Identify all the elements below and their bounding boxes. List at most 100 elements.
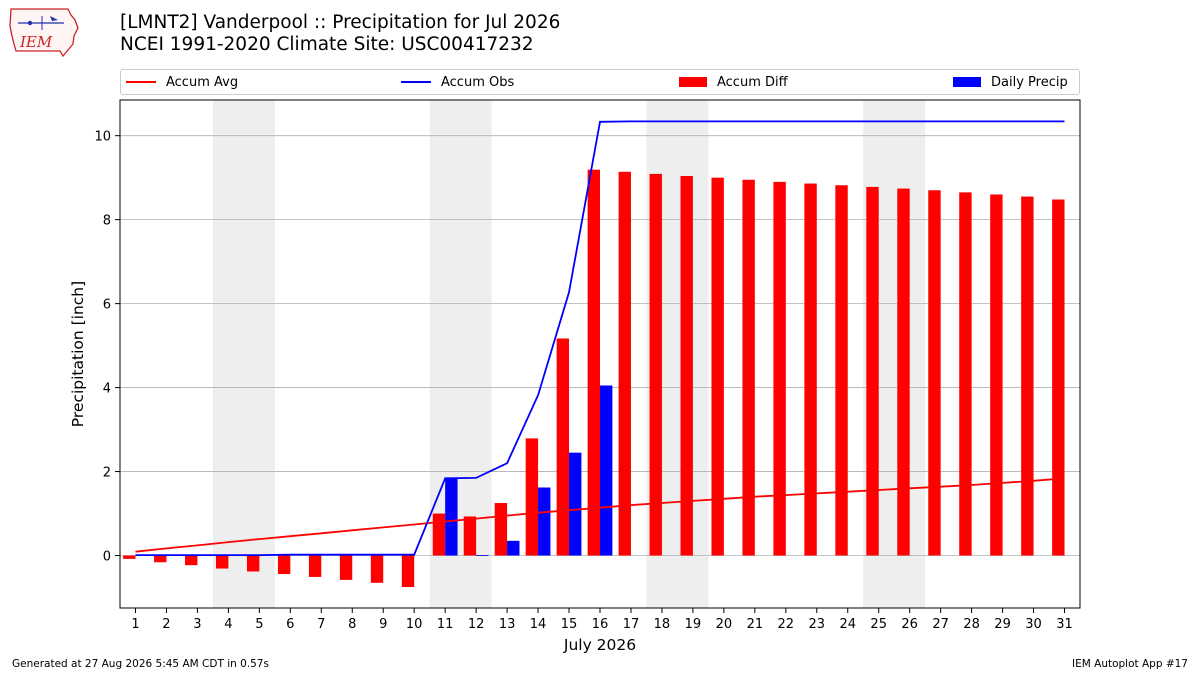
x-tick-label-16: 16 — [592, 617, 609, 632]
title-line-2: NCEI 1991-2020 Climate Site: USC00417232 — [120, 34, 534, 55]
accum-diff-bar-day-30 — [1021, 196, 1034, 556]
x-tick-label-30: 30 — [1025, 617, 1042, 632]
x-tick-label-22: 22 — [778, 617, 795, 632]
y-axis-label: Precipitation [inch] — [69, 281, 87, 427]
accum-diff-bar-day-10 — [401, 555, 415, 588]
accum-diff-bar-day-20 — [711, 177, 724, 556]
accum-diff-bar-day-5 — [246, 555, 260, 572]
accum-diff-bar-day-25 — [866, 186, 879, 556]
x-tick-label-27: 27 — [932, 617, 949, 632]
x-tick-label-26: 26 — [901, 617, 918, 632]
legend-label-daily-precip: Daily Precip — [991, 74, 1068, 90]
accum-diff-bar-day-27 — [928, 190, 941, 556]
x-tick-label-19: 19 — [685, 617, 702, 632]
accum-diff-bar-day-29 — [990, 194, 1003, 556]
accum-diff-bar-day-11 — [432, 513, 446, 556]
legend-label-accum-avg: Accum Avg — [166, 74, 239, 90]
accum-diff-bar-day-13 — [494, 503, 508, 556]
legend-patch-red-icon — [679, 77, 707, 87]
x-tick-label-5: 5 — [255, 617, 263, 632]
daily-precip-bar-day-13 — [507, 540, 520, 556]
accum-diff-bar-day-31 — [1052, 199, 1065, 556]
legend-accum-obs: Accum Obs — [401, 70, 514, 94]
chart-legend: Accum Avg Accum Obs Accum Diff Daily Pre… — [120, 69, 1080, 95]
x-tick-label-21: 21 — [747, 617, 764, 632]
daily-precip-bar-day-15 — [569, 452, 582, 556]
weekend-shade-day-5 — [243, 100, 275, 608]
x-tick-label-15: 15 — [561, 617, 578, 632]
x-tick-label-7: 7 — [317, 617, 325, 632]
x-tick-label-18: 18 — [654, 617, 671, 632]
accum-diff-bar-day-1 — [123, 555, 136, 559]
accum-diff-bar-day-6 — [277, 555, 291, 574]
accum-diff-bar-day-18 — [649, 173, 662, 556]
x-tick-label-14: 14 — [530, 617, 547, 632]
daily-precip-bar-day-11 — [445, 478, 458, 556]
accum-diff-bar-day-16 — [587, 169, 600, 556]
x-tick-label-24: 24 — [839, 617, 856, 632]
accum-obs-line — [135, 120, 1065, 556]
accum-diff-bar-day-9 — [370, 555, 384, 583]
accum-diff-bar-day-8 — [339, 555, 353, 580]
accum-diff-bar-day-4 — [216, 555, 229, 569]
y-tick-label-6: 6 — [103, 298, 111, 313]
x-tick-label-6: 6 — [286, 617, 294, 632]
x-tick-label-13: 13 — [499, 617, 516, 632]
y-tick-label-8: 8 — [103, 214, 111, 229]
y-tick-label-2: 2 — [103, 466, 111, 481]
x-tick-label-11: 11 — [437, 617, 454, 632]
accum-diff-bar-day-2 — [154, 555, 167, 563]
legend-accum-avg: Accum Avg — [126, 70, 238, 94]
accum-avg-line — [135, 477, 1065, 553]
daily-precip-bar-day-12 — [476, 555, 489, 556]
accum-diff-bar-day-3 — [185, 555, 198, 566]
legend-patch-blue-icon — [953, 77, 981, 87]
y-tick-label-0: 0 — [103, 550, 111, 565]
x-tick-label-31: 31 — [1056, 617, 1073, 632]
weekend-shade-day-4 — [212, 100, 244, 608]
x-tick-label-2: 2 — [162, 617, 170, 632]
x-tick-label-3: 3 — [193, 617, 201, 632]
accum-diff-bar-day-17 — [618, 171, 631, 556]
x-tick-label-17: 17 — [623, 617, 640, 632]
accum-diff-bar-day-14 — [525, 438, 539, 556]
accum-diff-bar-day-7 — [308, 555, 322, 577]
y-tick-label-4: 4 — [103, 382, 111, 397]
chart-title: [LMNT2] Vanderpool :: Precipitation for … — [120, 12, 560, 56]
accum-diff-bar-day-19 — [680, 175, 693, 556]
legend-daily-precip: Daily Precip — [953, 70, 1068, 94]
title-line-1: [LMNT2] Vanderpool :: Precipitation for … — [120, 12, 561, 33]
logo-text: IEM — [19, 33, 53, 51]
x-tick-label-9: 9 — [379, 617, 387, 632]
legend-line-red-icon — [126, 81, 156, 83]
daily-precip-bar-day-14 — [538, 487, 551, 556]
legend-line-blue-icon — [401, 81, 431, 83]
legend-accum-diff: Accum Diff — [679, 70, 788, 94]
x-tick-label-10: 10 — [406, 617, 423, 632]
x-tick-label-28: 28 — [963, 617, 980, 632]
x-tick-label-1: 1 — [131, 617, 139, 632]
x-axis-label: July 2026 — [563, 636, 636, 654]
accum-diff-bar-day-26 — [897, 188, 910, 556]
accum-diff-bar-day-12 — [463, 516, 477, 556]
x-tick-label-23: 23 — [809, 617, 826, 632]
daily-precip-bar-day-16 — [600, 385, 613, 556]
x-tick-label-25: 25 — [870, 617, 887, 632]
accum-diff-bar-day-28 — [959, 192, 972, 556]
app-credit: IEM Autoplot App #17 — [1072, 658, 1188, 670]
accum-diff-bar-day-23 — [804, 183, 817, 556]
accum-diff-bar-day-15 — [556, 338, 570, 556]
legend-label-accum-diff: Accum Diff — [717, 74, 788, 90]
generated-timestamp: Generated at 27 Aug 2026 5:45 AM CDT in … — [12, 658, 269, 670]
x-tick-label-20: 20 — [716, 617, 733, 632]
x-tick-label-8: 8 — [348, 617, 356, 632]
accum-diff-bar-day-24 — [835, 185, 848, 556]
iem-logo: IEM — [9, 8, 79, 58]
x-tick-label-29: 29 — [994, 617, 1011, 632]
x-tick-label-12: 12 — [468, 617, 485, 632]
y-tick-label-10: 10 — [94, 130, 111, 145]
accum-diff-bar-day-22 — [773, 181, 786, 556]
legend-label-accum-obs: Accum Obs — [441, 74, 515, 90]
x-tick-label-4: 4 — [224, 617, 232, 632]
